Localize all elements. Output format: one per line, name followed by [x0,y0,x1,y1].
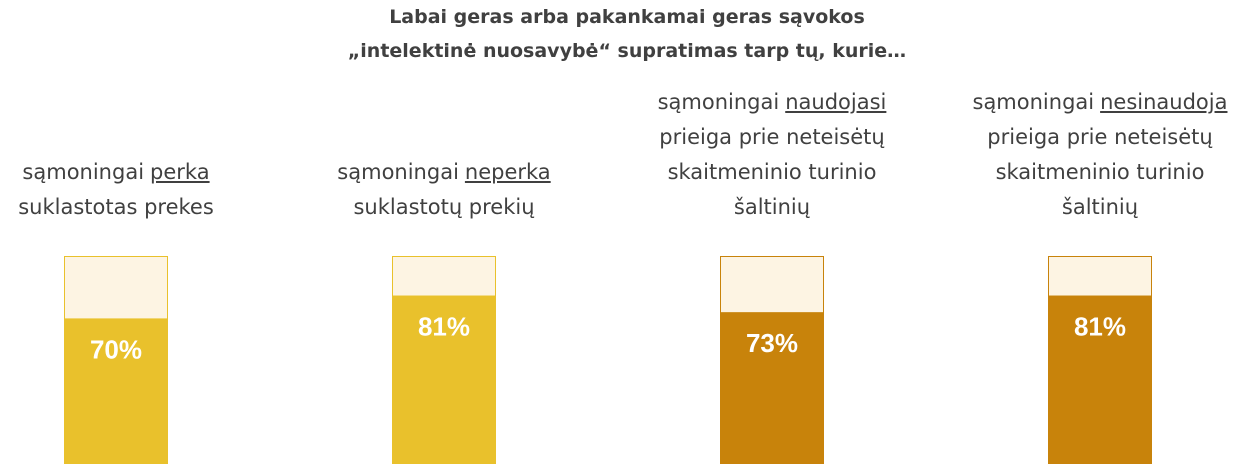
category-emphasis: nesinaudoja [1100,90,1228,114]
category-emphasis: neperka [464,160,551,184]
category-line: sąmoningai neperka [294,155,594,190]
category-line: sąmoningai naudojasi [622,85,922,120]
bar [1048,295,1152,464]
bar [64,318,168,464]
category-line: sąmoningai nesinaudoja [950,85,1250,120]
chart-title: „intelektinė nuosavybė“ supratimas tarp … [347,40,907,62]
value-label: 81% [418,312,470,342]
value-label: 73% [746,328,798,358]
category-line: suklastotas prekes [18,195,214,219]
category-line: šaltinių [1061,195,1139,219]
value-label: 70% [90,334,142,364]
category-emphasis: naudojasi [785,90,887,114]
category-line: skaitmeninio turinio [995,160,1205,184]
bar [720,312,824,464]
category-line: sąmoningai perka [0,155,266,190]
category-label: sąmoningai nesinaudoja prieiga prie neteis… [950,85,1250,225]
category-line: prieiga prie neteisėtų [659,125,885,149]
category-text: sąmoningai [337,160,459,184]
category-text: sąmoningai [22,160,145,184]
value-label: 81% [1074,312,1126,342]
chart-title: Labai geras arba pakankamai geras sąvoko… [389,6,865,28]
category-text: sąmoningai [972,90,1095,114]
category-label: sąmoningai naudojasi prieiga prie neteisėt… [622,85,922,225]
category-label: sąmoningai neperka suklastotų prekių [294,155,594,225]
category-label: sąmoningai perka suklastotas prekes [0,155,266,225]
bar [392,295,496,464]
category-line: prieiga prie neteisėtų [987,125,1213,149]
category-line: šaltinių [733,195,811,219]
category-text: sąmoningai [657,90,780,114]
category-line: suklastotų prekių [353,195,535,219]
category-emphasis: perka [150,160,210,184]
category-line: skaitmeninio turinio [667,160,877,184]
